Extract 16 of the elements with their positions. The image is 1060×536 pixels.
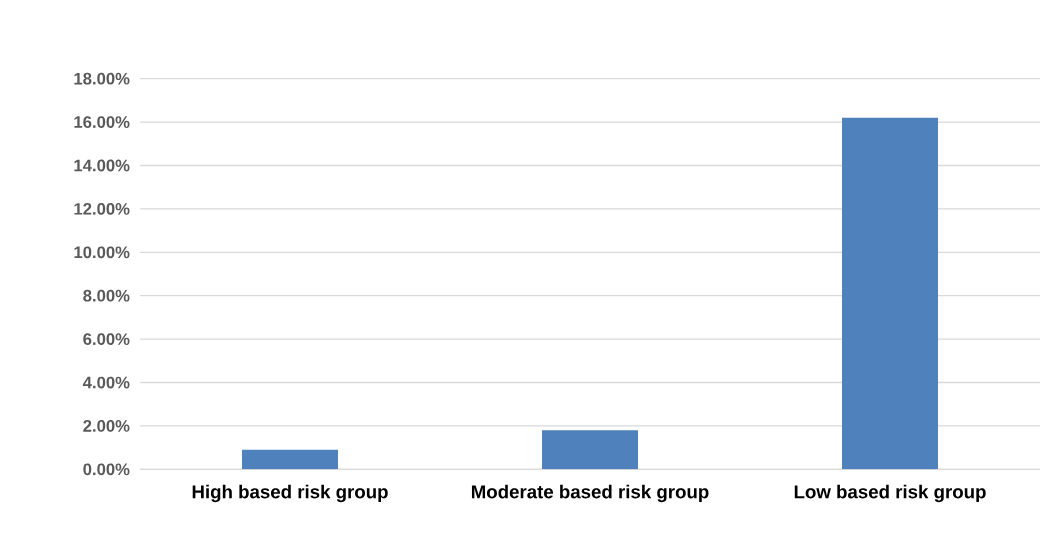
y-tick-label: 18.00% [74,72,130,85]
bar [542,430,639,470]
y-tick-label: 6.00% [83,333,130,346]
x-tick-label: Low based risk group [794,484,986,503]
y-tick-label: 2.00% [83,420,130,432]
y-tick-label: 10.00% [74,246,130,259]
y-tick-label: 14.00% [74,159,130,172]
x-tick-label: High based risk group [192,484,388,503]
bar [842,117,939,470]
y-tick-label: 12.00% [74,203,130,215]
y-tick-label: 8.00% [83,289,130,302]
bar [242,449,338,470]
y-tick-label: 4.00% [82,376,130,389]
x-tick-label: Moderate based risk group [471,484,709,503]
y-tick-label: 0.00% [83,463,130,476]
y-tick-label: 16.00% [74,116,130,128]
